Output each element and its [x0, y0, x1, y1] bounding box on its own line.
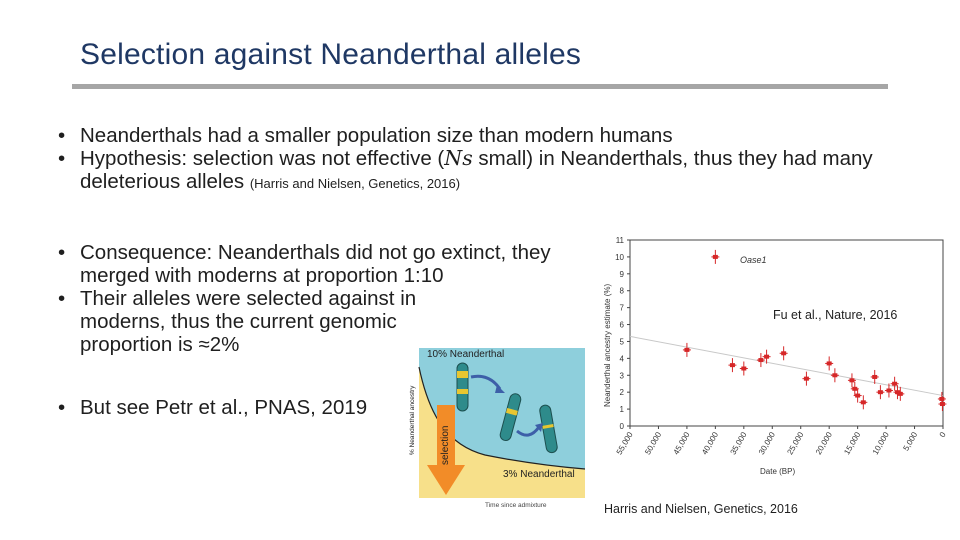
hypothesis-citation: (Harris and Nielsen, Genetics, 2016)	[249, 176, 461, 191]
y-tick-label: 5	[620, 337, 625, 346]
y-tick-label: 9	[620, 270, 625, 279]
selection-label: selection	[440, 426, 451, 465]
y-tick-label: 8	[620, 287, 625, 296]
data-point	[876, 385, 885, 400]
y-tick-label: 4	[620, 354, 625, 363]
y-tick-label: 6	[620, 321, 625, 330]
curved-arrow-2-icon	[516, 426, 541, 437]
x-tick-label: 30,000	[757, 430, 777, 456]
trend-line	[629, 335, 944, 397]
data-point	[756, 353, 765, 368]
illustration-x-label: Time since admixture	[485, 502, 547, 509]
bullet-hypothesis: Hypothesis: selection was not effective …	[58, 147, 880, 195]
data-point	[682, 342, 691, 357]
y-tick-label: 0	[620, 422, 625, 431]
x-tick-label: 55,000	[615, 430, 635, 456]
slide-title: Selection against Neanderthal alleles	[80, 38, 582, 71]
x-tick-label: 20,000	[814, 430, 834, 456]
x-tick-label: 50,000	[643, 430, 663, 456]
y-tick-label: 10	[615, 253, 624, 262]
data-point	[802, 371, 811, 386]
plot-frame	[629, 239, 944, 427]
bottom-label: 3% Neanderthal	[503, 469, 575, 480]
ancestry-scatter-chart: 55,000 50,000 45,000 40,000 35,000 30,000 25,0…	[603, 236, 948, 476]
chromosome-3-icon	[539, 404, 558, 454]
chart-source: Fu et al., Nature, 2016	[773, 308, 897, 322]
decline-curve	[418, 366, 586, 470]
y-ticks-group: 0 1 2 3 4 5 6 7 8 9 10 11	[615, 236, 630, 431]
bullet-consequence: Consequence: Neanderthals did not go ext…	[58, 241, 560, 287]
y-tick-label: 3	[620, 371, 625, 380]
data-point	[938, 397, 947, 412]
curved-arrow-2-head-icon	[535, 423, 543, 432]
x-tick-label: 5,000	[901, 430, 919, 452]
selection-illustration: selection 10% Neanderthal 3% Neanderthal…	[409, 348, 586, 509]
bullet-list: Neanderthals had a smaller population si…	[58, 124, 880, 419]
x-tick-label: 40,000	[700, 430, 720, 456]
data-point	[847, 373, 856, 388]
x-tick-label: 35,000	[729, 430, 749, 456]
ns-symbol: Ns	[444, 146, 473, 170]
data-point	[853, 388, 862, 403]
y-axis-label: Neanderthal ancestry estimate (%)	[603, 284, 612, 408]
data-point	[739, 361, 748, 376]
y-tick-label: 11	[616, 236, 625, 245]
chromosome-1-icon	[456, 362, 469, 412]
chromosome-2-icon	[499, 393, 522, 441]
illustration-y-label: % Neanderthal ancestry	[409, 385, 416, 455]
data-point	[779, 346, 788, 361]
x-ticks-group: 55,000 50,000 45,000 40,000 35,000 30,000 25,0…	[615, 426, 948, 456]
x-tick-label: 0	[938, 430, 948, 439]
selection-arrow	[427, 405, 465, 495]
trend-line-group	[629, 335, 944, 397]
y-tick-label: 7	[620, 304, 625, 313]
illustration-caption: Harris and Nielsen, Genetics, 2016	[604, 502, 798, 516]
x-tick-label: 10,000	[871, 430, 891, 456]
bullet-population-size: Neanderthals had a smaller population si…	[58, 124, 880, 147]
x-tick-label: 15,000	[842, 430, 862, 456]
top-label: 10% Neanderthal	[427, 349, 504, 360]
data-point	[728, 358, 737, 373]
curved-arrow-1-head-icon	[495, 385, 505, 393]
data-point	[859, 395, 868, 410]
bullet-selected-against: Their alleles were selected against in m…	[58, 287, 420, 356]
data-point	[825, 356, 834, 371]
data-point	[896, 386, 905, 401]
data-point	[870, 369, 879, 384]
oase1-annotation: Oase1	[740, 255, 767, 265]
x-tick-label: 45,000	[672, 430, 692, 456]
data-point	[830, 368, 839, 383]
data-point	[762, 349, 771, 364]
data-point	[884, 383, 893, 398]
x-axis-label: Date (BP)	[760, 467, 795, 476]
points-group	[682, 249, 947, 412]
data-point	[711, 249, 720, 264]
data-point	[890, 376, 899, 391]
bullet-petr: But see Petr et al., PNAS, 2019	[58, 396, 420, 419]
y-tick-label: 2	[620, 388, 625, 397]
title-divider	[72, 84, 888, 89]
x-tick-label: 25,000	[785, 430, 805, 456]
y-tick-label: 1	[620, 405, 625, 414]
